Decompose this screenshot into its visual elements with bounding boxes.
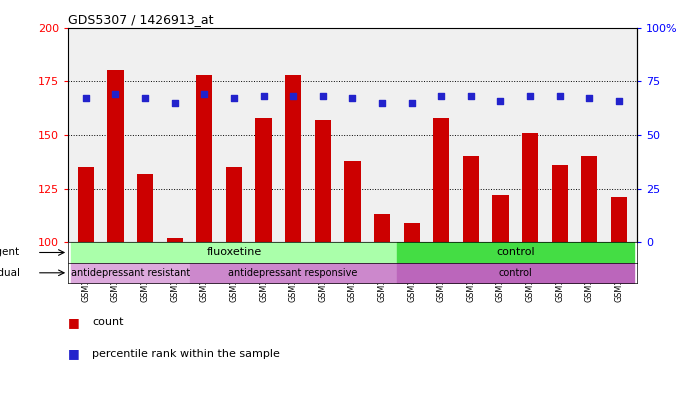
Text: ■: ■ — [68, 347, 80, 360]
Text: GDS5307 / 1426913_at: GDS5307 / 1426913_at — [68, 13, 214, 26]
Bar — [196, 75, 212, 242]
Text: fluoxetine: fluoxetine — [206, 248, 262, 257]
Text: individual: individual — [0, 268, 20, 278]
Bar — [345, 161, 360, 242]
Point — [406, 99, 417, 106]
Text: control: control — [496, 248, 535, 257]
Bar — [137, 174, 153, 242]
Bar — [462, 156, 479, 242]
Point — [110, 91, 121, 97]
Point — [140, 95, 151, 101]
Bar — [552, 165, 568, 242]
Bar — [315, 120, 331, 242]
Point — [614, 97, 624, 104]
Point — [495, 97, 506, 104]
Bar — [404, 223, 419, 242]
Text: ■: ■ — [68, 316, 80, 329]
Text: agent: agent — [0, 248, 20, 257]
Point — [465, 93, 476, 99]
Bar — [226, 167, 242, 242]
Text: control: control — [498, 268, 532, 278]
Bar — [611, 197, 627, 242]
Bar — [167, 238, 183, 242]
Bar — [78, 167, 94, 242]
Point — [229, 95, 240, 101]
Point — [554, 93, 565, 99]
Bar — [522, 133, 538, 242]
Bar — [433, 118, 449, 242]
Bar — [581, 156, 597, 242]
Bar — [374, 215, 390, 242]
Point — [80, 95, 91, 101]
Point — [317, 93, 328, 99]
Point — [170, 99, 180, 106]
Point — [347, 95, 358, 101]
Point — [524, 93, 535, 99]
Point — [258, 93, 269, 99]
Text: percentile rank within the sample: percentile rank within the sample — [92, 349, 280, 359]
Text: antidepressant resistant: antidepressant resistant — [71, 268, 190, 278]
Bar — [285, 75, 301, 242]
Bar — [255, 118, 272, 242]
Text: antidepressant responsive: antidepressant responsive — [229, 268, 358, 278]
Point — [199, 91, 210, 97]
Point — [584, 95, 595, 101]
Point — [288, 93, 299, 99]
Point — [377, 99, 387, 106]
Text: count: count — [92, 317, 123, 327]
Point — [436, 93, 447, 99]
Bar — [492, 195, 509, 242]
Bar — [108, 70, 124, 242]
